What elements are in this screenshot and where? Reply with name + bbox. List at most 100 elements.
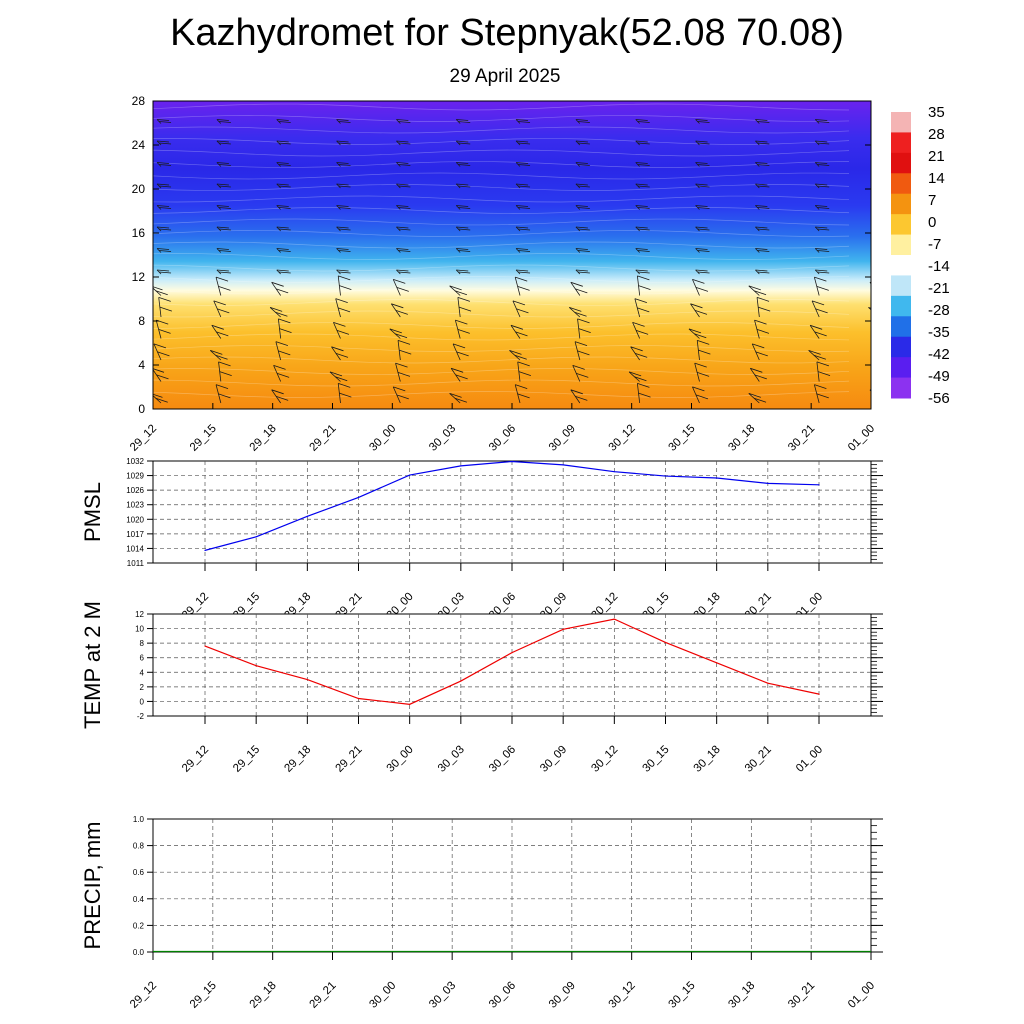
wind-barbs — [153, 119, 889, 404]
wind-barb — [336, 226, 349, 229]
wind-barb — [698, 349, 711, 355]
wind-barb — [697, 250, 710, 252]
wind-barb — [449, 393, 462, 398]
y-tick-label: 10 — [135, 625, 144, 634]
wind-barb — [637, 250, 650, 252]
x-tick-label: 29_21 — [334, 744, 365, 775]
colorbar-swatch — [891, 275, 911, 297]
x-tick-label: 30_12 — [607, 980, 638, 1011]
wind-barb — [695, 394, 709, 400]
wind-barb — [577, 164, 590, 166]
wind-barb — [634, 298, 648, 304]
x-tick-label: 30_03 — [427, 423, 458, 454]
wind-barb — [814, 276, 827, 282]
wind-barb — [452, 343, 466, 349]
wind-barb — [875, 184, 887, 185]
wind-barb — [572, 365, 581, 382]
wind-barb — [575, 119, 588, 121]
data-point — [664, 475, 667, 477]
wind-barb — [570, 281, 583, 287]
x-tick-label: 01_00 — [794, 744, 825, 775]
wind-barb — [514, 354, 527, 360]
wind-barb — [394, 333, 408, 339]
wind-barb — [877, 272, 889, 273]
y-tick-label: 4 — [138, 358, 145, 372]
wind-barb — [816, 393, 829, 399]
wind-barb — [755, 140, 760, 146]
wind-barb — [396, 248, 409, 250]
contour-line — [153, 368, 850, 375]
wind-barb — [575, 140, 581, 146]
wind-barb — [157, 162, 170, 164]
page-title: Kazhydromet for Stepnyak(52.08 70.08) — [170, 12, 844, 54]
x-tick-label: 29_18 — [248, 423, 279, 454]
wind-barb — [338, 271, 351, 274]
wind-barb — [458, 250, 471, 252]
wind-barb — [516, 183, 529, 186]
x-tick-label: 29_18 — [248, 980, 279, 1011]
wind-barb — [398, 207, 411, 209]
wind-barb — [396, 226, 409, 229]
wind-barb — [153, 393, 163, 398]
wind-barb — [159, 142, 172, 145]
wind-barb — [517, 393, 530, 399]
y-tick-label: 0.6 — [133, 868, 145, 877]
data-point — [511, 460, 513, 463]
wind-barb — [755, 269, 768, 272]
wind-barb — [156, 269, 162, 275]
wind-barb — [454, 397, 468, 403]
wind-barb — [456, 351, 469, 357]
wind-barb — [817, 164, 830, 166]
wind-barb — [396, 205, 409, 207]
wind-barb — [692, 386, 705, 392]
wind-barb — [814, 331, 827, 337]
wind-barb — [396, 269, 409, 272]
wind-barb — [569, 307, 582, 312]
wind-barb — [156, 374, 169, 380]
wind-barb — [159, 306, 172, 312]
wind-barb — [215, 277, 222, 296]
wind-barb — [755, 183, 768, 186]
wind-barb — [458, 164, 471, 166]
wind-barb — [509, 350, 522, 355]
wind-barb — [336, 248, 349, 250]
colorbar-swatch — [891, 112, 911, 133]
wind-barb — [635, 226, 648, 229]
precip-panel: 29_12 29_15 29_18 29_21 30_00 30_03 30_06 30_09… — [80, 815, 883, 1011]
wind-barb — [518, 142, 531, 145]
wind-barb — [816, 361, 830, 367]
contour-line — [153, 287, 850, 295]
y-tick-label: 0.4 — [133, 895, 145, 904]
wind-barb — [875, 163, 887, 164]
wind-barb — [398, 228, 411, 231]
wind-barb — [277, 373, 290, 378]
wind-barb — [455, 374, 468, 380]
wind-barb — [518, 121, 531, 123]
wind-barb — [156, 205, 162, 210]
wind-barb — [694, 310, 708, 315]
wind-barb — [697, 339, 710, 345]
data-point — [306, 515, 308, 517]
colorbar-label: -35 — [928, 324, 950, 341]
wind-barb — [275, 311, 288, 317]
wind-barb — [815, 308, 828, 314]
x-tick-label: 29_12 — [128, 423, 159, 454]
wind-barb — [634, 376, 647, 382]
temp-panel: 29_12 29_15 29_18 29_21 30_00 30_03 30_06 30_09… — [80, 601, 883, 775]
wind-barb — [398, 271, 411, 274]
wind-barb — [635, 183, 648, 186]
colorbar-label: -56 — [928, 390, 950, 407]
wind-barb — [636, 330, 649, 335]
wind-barb — [697, 164, 710, 166]
wind-barb — [810, 324, 823, 330]
contour-line — [153, 207, 850, 214]
wind-barb — [278, 142, 291, 145]
data-point — [409, 703, 411, 705]
wind-barb — [869, 281, 871, 284]
wind-barb — [637, 382, 650, 388]
wind-barb — [815, 269, 828, 272]
colorbar: 35 28 21 14 7 0 -7 -14 -21 -28 -35 -42 -49 -56 — [891, 104, 950, 407]
wind-barb — [336, 183, 349, 186]
y-tick-label: 24 — [132, 138, 146, 152]
x-tick-label: 29_12 — [180, 744, 211, 775]
